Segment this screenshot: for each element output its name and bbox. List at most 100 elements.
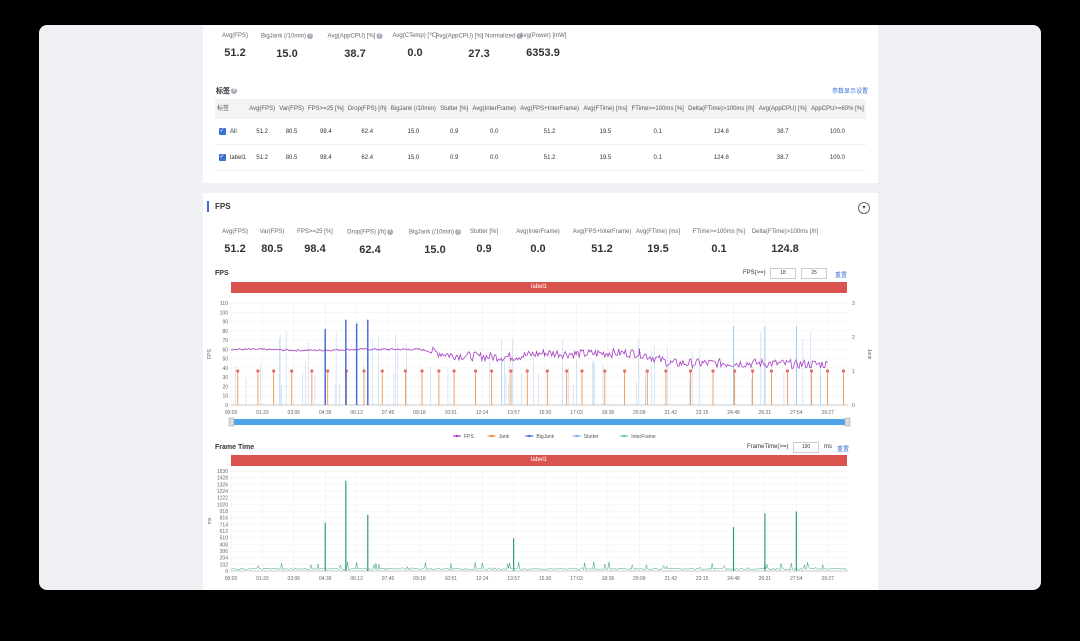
y-right-tick-label: 1 xyxy=(852,369,855,375)
fps-label-banner[interactable]: label1 xyxy=(231,282,847,293)
column-header[interactable]: BigJank (/10min) xyxy=(388,99,439,119)
column-header[interactable]: Stutter [%] xyxy=(438,99,471,119)
metric-3: Drop(FPS) [/h]? 62.4 xyxy=(347,229,393,256)
jank-point xyxy=(545,369,549,373)
y-tick-label: 1326 xyxy=(217,482,228,488)
frametime-chart-title: Frame Time xyxy=(215,444,255,451)
jank-point xyxy=(490,369,494,373)
metric-0: Avg(FPS) 51.2 xyxy=(222,33,248,59)
y-tick-label: 1428 xyxy=(217,476,228,482)
fps-chart-title: FPS xyxy=(215,270,229,277)
column-header[interactable]: Avg(InterFrame) xyxy=(470,99,519,119)
row-label: All xyxy=(229,119,248,145)
column-header[interactable]: 标签 xyxy=(215,99,248,119)
column-header[interactable]: Var(FPS) xyxy=(277,99,306,119)
column-header[interactable]: FPS>=25 [%] xyxy=(305,99,346,119)
jank-point xyxy=(809,369,814,373)
legend-marker xyxy=(528,434,531,438)
cell-value: 62.4 xyxy=(345,144,389,171)
cell-value: 98.4 xyxy=(305,119,346,145)
frametime-reset-link[interactable]: 重置 xyxy=(837,447,850,453)
fps-threshold-label: FPS(>=) xyxy=(743,270,766,276)
column-header[interactable]: AppCPU>=60% [%] xyxy=(808,99,866,119)
metric-label: Avg(AppCPU) [%] Normalized? xyxy=(435,33,523,40)
metric-0: Avg(FPS) 51.2 xyxy=(222,229,248,255)
section-accent xyxy=(207,201,209,212)
column-header[interactable]: Avg(FPS) xyxy=(247,99,278,119)
y-tick-label: 714 xyxy=(220,522,229,528)
y-tick-label: 918 xyxy=(220,509,229,515)
x-tick-label: 13:57 xyxy=(507,410,520,416)
y-tick-label: 0 xyxy=(225,569,228,575)
jank-point xyxy=(525,369,529,373)
help-icon[interactable]: ? xyxy=(455,229,462,235)
x-tick-label: 01:33 xyxy=(256,410,269,416)
help-icon[interactable]: ? xyxy=(307,33,314,39)
metric-label: FTime>=100ms [%] xyxy=(692,229,746,235)
column-header[interactable]: Delta(FTime)>100ms [/h] xyxy=(685,99,757,119)
frametime-unit: ms xyxy=(824,444,832,450)
jank-point xyxy=(750,369,755,373)
help-icon[interactable]: ? xyxy=(516,33,523,39)
fps-threshold-input-2[interactable]: 25 xyxy=(801,268,827,279)
jank-point xyxy=(769,369,774,373)
cell-value: 80.5 xyxy=(277,119,306,145)
frametime-chart[interactable]: 0102204306408510612714816918102011221224… xyxy=(203,467,878,590)
collapse-icon[interactable]: ▾ xyxy=(858,202,870,214)
column-header[interactable]: Avg(FPS+InterFrame) xyxy=(518,99,582,119)
jank-point xyxy=(580,369,584,373)
zoom-slider-bar xyxy=(231,419,848,425)
metric-label: BigJank (/10min)? xyxy=(408,229,462,236)
jank-point xyxy=(688,369,693,373)
x-tick-label: 06:12 xyxy=(350,410,363,416)
y-tick-label: 50 xyxy=(222,357,228,363)
help-icon[interactable]: ? xyxy=(376,33,383,39)
metric-value: 27.3 xyxy=(468,47,490,60)
metric-value: 6353.9 xyxy=(526,47,560,59)
zoom-slider-handle-right xyxy=(844,417,851,427)
x-tick-label: 17:03 xyxy=(570,576,583,582)
jank-point xyxy=(509,369,513,373)
x-tick-label: 01:33 xyxy=(256,576,269,582)
help-icon[interactable]: ? xyxy=(231,88,237,95)
metric-7: Avg(FPS+InterFrame) 51.2 xyxy=(573,229,632,255)
column-header[interactable]: Avg(AppCPU) [%] xyxy=(756,99,809,119)
column-header[interactable]: Avg(FTime) [ms] xyxy=(581,99,630,119)
fps-chart[interactable]: 0 10 20 30 40 50 60 70 80 90 100 110 0 1 2 3 00:00 01:33 0… xyxy=(203,293,878,443)
help-icon[interactable]: ? xyxy=(386,229,393,235)
jank-point xyxy=(603,369,607,373)
table-row[interactable]: ✓ All 51.2 80.5 98.4 62.4 15.0 0.9 0.0 51.2 19.5 0.… xyxy=(215,119,866,145)
table-row[interactable]: ✓ label1 51.2 80.5 98.4 62.4 15.0 0.9 0.0 51.2 19.… xyxy=(215,144,866,171)
y-tick-label: 306 xyxy=(220,549,229,555)
fps-reset-link[interactable]: 重置 xyxy=(835,273,848,279)
metric-label: Drop(FPS) [/h]? xyxy=(347,229,393,236)
frametime-label-banner[interactable]: label1 xyxy=(231,455,847,466)
jank-point xyxy=(733,369,737,373)
cell-value: 15.0 xyxy=(388,144,439,171)
checkbox[interactable]: ✓ xyxy=(218,153,226,161)
x-tick-label: 10:51 xyxy=(445,410,458,416)
fps-card: FPS ▾ Avg(FPS) 51.2 Var(FPS) 80.5 FPS>=25 [%… xyxy=(203,193,878,590)
jank-point xyxy=(236,369,240,373)
metric-label: Avg(FPS+InterFrame) xyxy=(572,229,632,235)
cell-value: 0.9 xyxy=(438,119,471,145)
cell-value: 98.4 xyxy=(305,144,346,171)
y-tick-label: 80 xyxy=(222,329,228,335)
jank-point xyxy=(623,369,627,373)
metric-value: 0.0 xyxy=(530,243,546,255)
jank-point xyxy=(711,369,715,373)
fps-threshold-input-1[interactable]: 18 xyxy=(770,268,796,279)
metric-6: Avg(InterFrame) 0.0 xyxy=(516,229,560,255)
display-settings-link[interactable]: 参数显示设置 xyxy=(831,89,868,95)
x-tick-label: 00:00 xyxy=(225,576,238,582)
frametime-threshold-input[interactable]: 100 xyxy=(793,442,819,453)
column-header[interactable]: FTime>=100ms [%] xyxy=(629,99,686,119)
metric-value: 62.4 xyxy=(359,243,381,256)
x-tick-label: 29:27 xyxy=(821,410,834,416)
metric-value: 80.5 xyxy=(261,243,283,255)
column-header[interactable]: Drop(FPS) [/h] xyxy=(345,99,389,119)
metric-5: Stutter [%] 0.9 xyxy=(470,229,498,255)
checkbox[interactable]: ✓ xyxy=(218,127,226,135)
frametime-series-line xyxy=(230,561,848,571)
cell-value: 19.5 xyxy=(581,144,630,171)
